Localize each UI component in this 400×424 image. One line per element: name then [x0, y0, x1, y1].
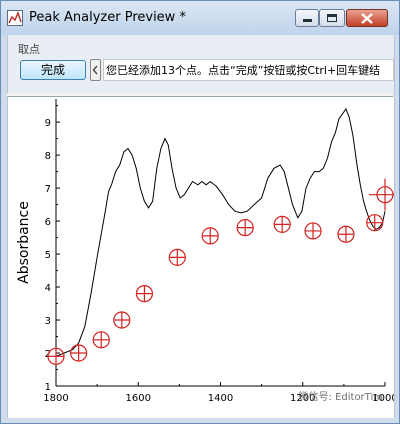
- collapse-arrow-button[interactable]: [90, 59, 101, 81]
- anchor-point-marker[interactable]: [201, 227, 219, 245]
- plot-area[interactable]: 12345678918001600140012001000Absorbance微…: [7, 97, 400, 418]
- done-button[interactable]: 完成: [20, 60, 86, 80]
- close-icon: [361, 13, 373, 24]
- status-hint-text: 您已经添加13个点。点击“完成”按钮或按Ctrl+回车键结: [103, 59, 394, 81]
- close-button[interactable]: [346, 9, 388, 27]
- minimize-icon: [303, 19, 312, 22]
- anchor-point-marker[interactable]: [47, 347, 65, 365]
- minimize-button[interactable]: [295, 9, 319, 27]
- y-tick-label: 1: [45, 382, 51, 393]
- pick-points-panel: 取点 完成 您已经添加13个点。点击“完成”按钮或按Ctrl+回车键结: [7, 35, 395, 93]
- y-axis-label: Absorbance: [16, 201, 32, 284]
- x-tick-label: 1600: [126, 393, 151, 404]
- title-bar[interactable]: Peak Analyzer Preview *: [1, 1, 399, 35]
- y-tick-label: 7: [45, 184, 51, 195]
- y-tick-label: 8: [45, 151, 51, 162]
- y-tick-label: 4: [45, 283, 51, 294]
- y-tick-label: 6: [45, 217, 51, 228]
- x-tick-label: 1000: [372, 393, 394, 404]
- maximize-icon: [327, 14, 337, 22]
- x-tick-label: 1800: [43, 393, 68, 404]
- x-tick-label: 1400: [208, 393, 233, 404]
- anchor-point-marker[interactable]: [135, 285, 154, 303]
- maximize-button[interactable]: [319, 9, 345, 27]
- anchor-point-marker[interactable]: [366, 214, 384, 232]
- y-tick-label: 5: [45, 250, 51, 261]
- app-icon: [7, 10, 23, 26]
- anchor-point-marker[interactable]: [70, 344, 88, 362]
- y-tick-label: 9: [45, 118, 51, 129]
- anchor-point-marker[interactable]: [236, 219, 254, 237]
- group-label: 取点: [18, 43, 40, 56]
- y-tick-label: 3: [45, 316, 51, 327]
- anchor-point-marker[interactable]: [113, 311, 131, 329]
- anchor-point-marker[interactable]: [92, 331, 110, 349]
- spectrum-line: [55, 107, 386, 357]
- anchor-point-marker[interactable]: [337, 225, 355, 243]
- window-title: Peak Analyzer Preview *: [29, 10, 186, 25]
- watermark-text: 微信号: EditorTim: [299, 390, 383, 403]
- panel-separator: [7, 93, 393, 97]
- anchor-point-marker[interactable]: [273, 215, 291, 233]
- absorbance-chart[interactable]: 12345678918001600140012001000Absorbance微…: [8, 97, 400, 418]
- anchor-point-marker[interactable]: [369, 178, 400, 211]
- anchor-point-marker[interactable]: [168, 248, 186, 266]
- chevron-left-icon: [92, 65, 98, 75]
- x-tick-label: 1200: [290, 393, 315, 404]
- anchor-point-marker[interactable]: [304, 222, 322, 240]
